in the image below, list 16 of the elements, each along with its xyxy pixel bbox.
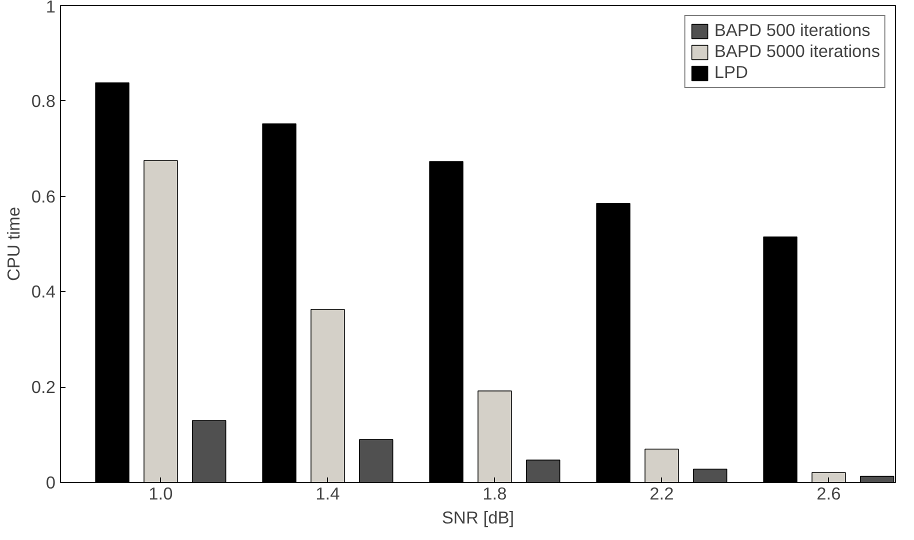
x-tick-label: 1.0 [148, 484, 173, 504]
y-tick-label: 0 [46, 472, 56, 492]
legend-label: LPD [714, 62, 748, 83]
legend-label: BAPD 5000 iterations [714, 41, 880, 62]
x-axis-title: SNR [dB] [442, 508, 514, 528]
x-tick-label: 2.2 [650, 484, 674, 504]
y-tick-label: 0.4 [31, 282, 56, 302]
y-tick-label: 0.2 [31, 377, 56, 398]
legend-label: BAPD 500 iterations [714, 20, 870, 41]
y-tick-label: 0.8 [31, 90, 56, 111]
x-tick-label: 1.4 [316, 484, 340, 504]
x-tick-label: 2.6 [816, 484, 841, 504]
y-tick-label: 1 [46, 0, 56, 16]
y-axis-title: CPU time [3, 206, 24, 282]
x-tick-label: 1.8 [482, 484, 507, 504]
y-tick-label: 0.6 [31, 186, 56, 206]
